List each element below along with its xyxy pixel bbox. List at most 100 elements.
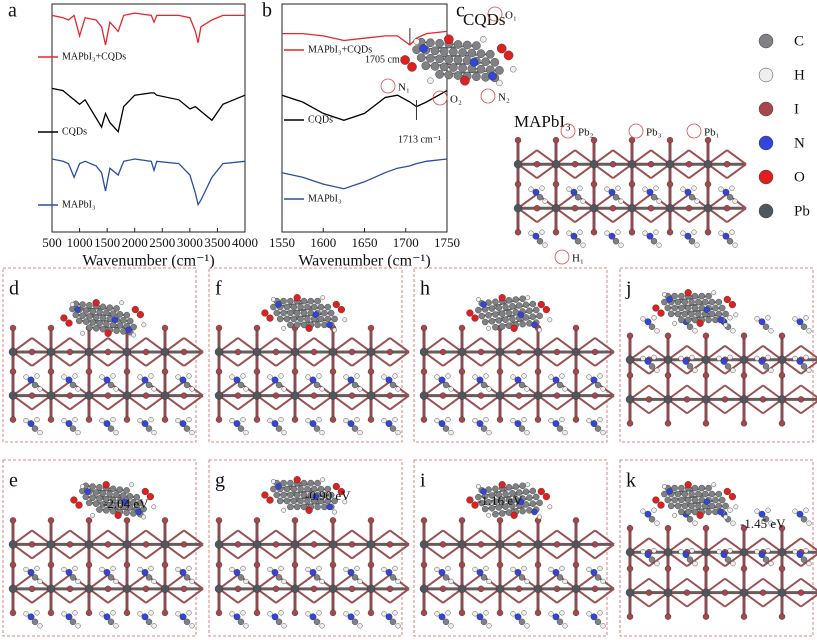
atom: [664, 420, 672, 427]
atom: [272, 392, 280, 399]
legend-label: CQDs: [62, 126, 87, 137]
atom: [723, 295, 731, 304]
atom: [478, 312, 486, 320]
atom: [664, 332, 672, 339]
atom: [672, 512, 678, 518]
atom: [175, 611, 181, 617]
atom: [571, 540, 581, 549]
atom: [300, 479, 308, 487]
atom: [438, 613, 446, 621]
bond: [183, 394, 204, 411]
atom: [119, 492, 127, 499]
atom: [109, 310, 117, 317]
atom: [496, 43, 507, 54]
atom: [608, 232, 616, 240]
atom: [671, 484, 678, 492]
atom: [307, 297, 315, 305]
atom: [79, 483, 85, 489]
atom: [496, 517, 504, 524]
atom: [562, 623, 568, 629]
atom: [123, 368, 131, 375]
atom: [701, 588, 711, 597]
atom: [283, 315, 291, 323]
atom: [37, 386, 43, 392]
atom: [107, 618, 115, 626]
atom: [145, 618, 153, 626]
atom: [317, 497, 325, 505]
atom: [521, 373, 527, 379]
atom: [233, 420, 241, 427]
atom: [99, 303, 107, 311]
atom: [304, 485, 311, 493]
atom: [485, 312, 492, 319]
atom: [314, 503, 321, 511]
atom: [85, 368, 93, 375]
atom: [715, 490, 723, 498]
atom: [666, 228, 674, 236]
atom: [534, 368, 542, 375]
atom: [314, 479, 321, 487]
atom: [278, 610, 284, 616]
atom: [648, 323, 656, 330]
bond: [726, 149, 747, 166]
atom: [65, 420, 73, 427]
atom: [552, 613, 560, 621]
atom: [314, 297, 321, 305]
atom: [768, 328, 774, 334]
atom: [243, 429, 249, 436]
atom: [85, 609, 93, 617]
atom: [722, 310, 729, 318]
atom: [656, 198, 662, 204]
atom: [137, 417, 143, 424]
atom: [664, 565, 672, 572]
atom: [99, 325, 107, 333]
adsorption-panel: g -0.90 eV: [208, 459, 410, 637]
atom: [689, 548, 695, 554]
atom: [426, 38, 435, 48]
atom: [23, 417, 29, 424]
atom: [343, 374, 349, 380]
atom: [215, 416, 223, 423]
atom: [46, 391, 56, 400]
atom: [562, 429, 568, 436]
atom: [532, 493, 540, 501]
element-swatch: [758, 169, 774, 185]
atom: [678, 508, 685, 516]
atom: [717, 316, 724, 324]
panel-frame: [413, 267, 608, 443]
atom: [287, 503, 294, 511]
atom: [237, 381, 245, 389]
atom: [435, 54, 444, 64]
atom: [486, 578, 492, 585]
atom: [357, 578, 363, 585]
atom: [678, 292, 685, 300]
atom: [800, 516, 808, 523]
atom: [625, 588, 635, 597]
atom: [272, 348, 280, 356]
atom: [711, 290, 717, 296]
atom: [740, 613, 748, 620]
atom: [161, 609, 169, 617]
atom: [281, 325, 287, 331]
atom: [290, 391, 300, 400]
atom: [702, 332, 710, 339]
atom: [141, 569, 149, 576]
atom: [102, 495, 110, 503]
atom: [320, 295, 326, 301]
atom: [480, 301, 487, 308]
atom: [234, 541, 242, 548]
element-swatch: [758, 135, 774, 151]
atom: [161, 561, 169, 569]
atom: [89, 308, 97, 315]
atom: [278, 416, 284, 423]
atom: [347, 569, 355, 576]
atom: [716, 355, 722, 361]
atom: [705, 508, 712, 516]
atom: [319, 578, 325, 585]
atom: [727, 507, 733, 513]
atom: [122, 540, 132, 549]
atom: [240, 610, 246, 616]
atom: [270, 485, 277, 493]
atom: [792, 316, 798, 322]
atom: [266, 314, 274, 322]
